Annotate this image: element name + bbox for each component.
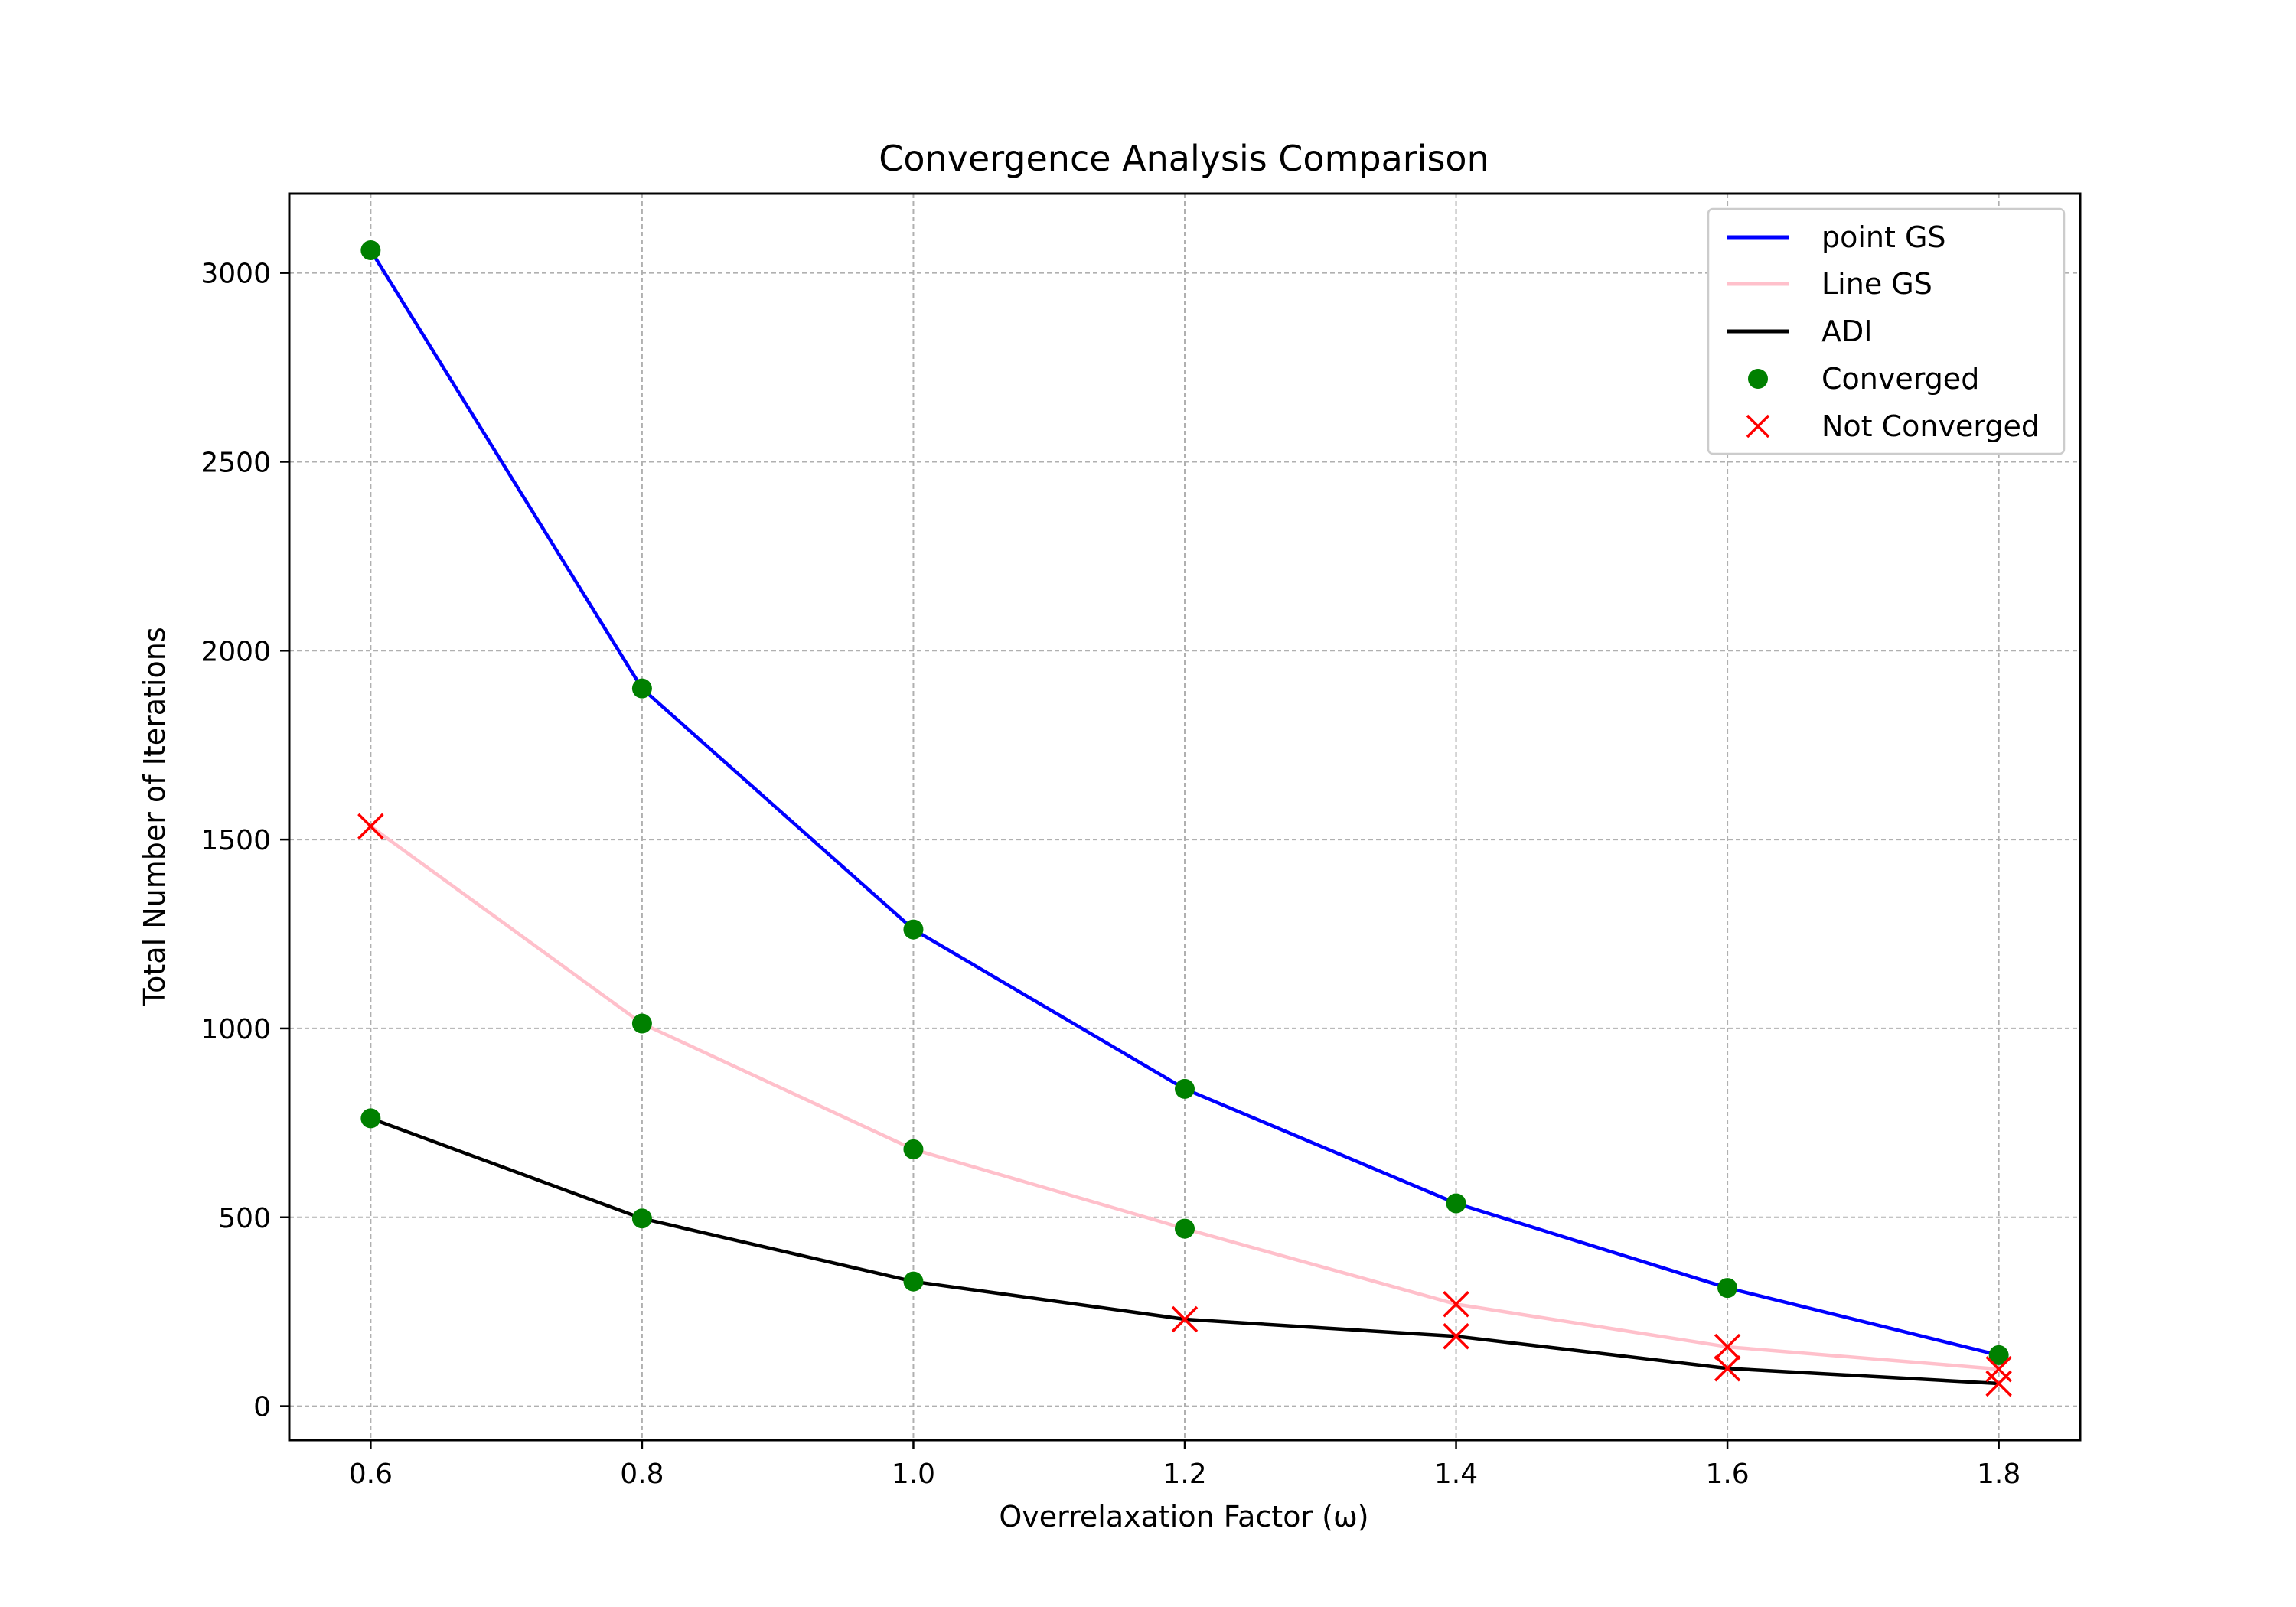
x-tick-label: 1.0 [892,1459,935,1490]
x-tick-label: 0.6 [349,1459,393,1490]
converged-point [631,1013,652,1034]
converged-point [903,1271,924,1292]
not-converged-point [1985,1355,2012,1383]
legend-label: point GS [1821,220,1946,254]
converged-point [1717,1278,1738,1299]
x-marker-stroke [1746,414,1770,438]
x-marker-stroke [1171,1305,1199,1333]
legend: point GS Line GS ADI Converged Not Converged [1707,207,2066,455]
not-converged-point [1443,1291,1469,1318]
converged-point [1446,1193,1466,1214]
legend-swatch [1746,414,1770,438]
x-axis-label: Overrelaxation Factor (ω) [999,1500,1368,1534]
legend-not-converged: Not Converged [1746,409,2040,443]
x-marker-stroke [1443,1291,1469,1318]
converged-point [1175,1218,1195,1239]
not-converged-point [1985,1370,2012,1397]
legend-converged: Converged [1748,362,1979,396]
legend-label: ADI [1821,315,1872,348]
converged-point [631,678,652,699]
y-tick-label: 1500 [201,825,271,856]
chart-title: Convergence Analysis Comparison [879,138,1489,179]
converged-point [903,1139,924,1159]
x-marker-stroke [1443,1323,1469,1350]
legend-label: Converged [1821,362,1979,396]
y-tick-label: 1000 [201,1014,271,1045]
x-marker-stroke [1985,1355,2012,1383]
x-tick-label: 1.8 [1977,1459,2020,1490]
data-markers [357,240,2012,1397]
x-marker-stroke [1714,1354,1741,1382]
x-tick-label: 0.8 [620,1459,664,1490]
x-marker-stroke [357,813,384,840]
y-tick-label: 2000 [201,636,271,667]
axis-ticks: 0.6 0.8 1.0 1.2 1.4 1.6 1.8 0 500 1000 1500 2000 250… [201,259,2020,1490]
y-tick-label: 0 [253,1392,271,1423]
not-converged-point [1714,1333,1741,1361]
x-tick-label: 1.6 [1705,1459,1749,1490]
legend-adi: ADI [1727,315,1872,348]
x-tick-label: 1.2 [1163,1459,1206,1490]
not-converged-point [357,813,384,840]
grid [289,194,2080,1440]
converged-point [631,1208,652,1229]
legend-line-gs: Line GS [1727,267,1932,301]
legend-box [1707,207,2066,455]
converged-point [360,240,381,261]
x-marker-stroke [1714,1333,1741,1361]
legend-label: Not Converged [1821,409,2040,443]
x-tick-label: 1.4 [1434,1459,1478,1490]
y-tick-label: 2500 [201,447,271,478]
legend-label: Line GS [1821,267,1932,301]
converged-point [903,919,924,940]
y-tick-label: 500 [218,1203,271,1234]
y-axis-label: Total Number of Iterations [138,627,171,1006]
converged-point [1175,1078,1195,1099]
converged-point [360,1108,381,1129]
legend-swatch [1748,369,1768,389]
x-marker-stroke [1985,1370,2012,1397]
not-converged-point [1714,1354,1741,1382]
legend-point-gs: point GS [1727,220,1946,254]
y-tick-label: 3000 [201,259,271,290]
not-converged-point [1171,1305,1199,1333]
converged-point [1988,1345,2009,1365]
not-converged-point [1443,1323,1469,1350]
